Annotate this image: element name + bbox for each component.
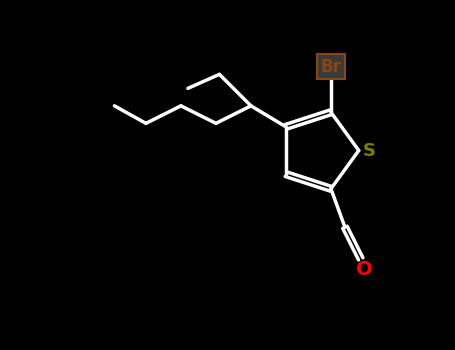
Text: O: O [356,260,373,279]
Text: Br: Br [320,58,341,76]
Text: S: S [363,141,376,160]
